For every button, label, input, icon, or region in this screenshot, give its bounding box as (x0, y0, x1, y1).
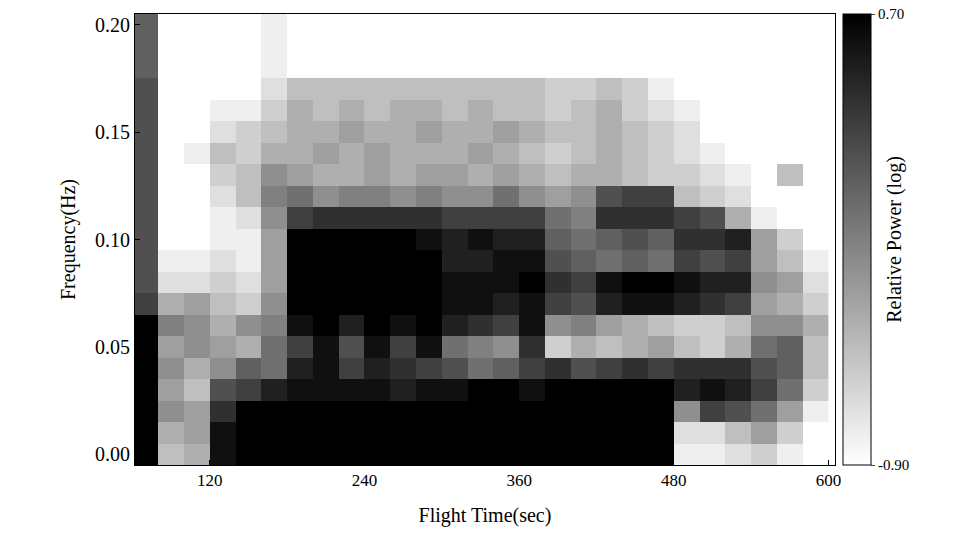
svg-text:0.70: 0.70 (878, 6, 904, 22)
svg-text:Frequency(Hz): Frequency(Hz) (57, 179, 80, 300)
svg-text:360: 360 (506, 471, 532, 490)
svg-text:480: 480 (661, 471, 687, 490)
svg-text:0.20: 0.20 (95, 14, 130, 36)
svg-text:120: 120 (197, 471, 223, 490)
svg-text:0.00: 0.00 (95, 443, 130, 465)
svg-text:0.05: 0.05 (95, 336, 130, 358)
svg-text:600: 600 (816, 471, 842, 490)
svg-text:0.10: 0.10 (95, 229, 130, 251)
svg-text:Relative Power (log): Relative Power (log) (883, 156, 906, 323)
svg-text:-0.90: -0.90 (878, 457, 909, 473)
svg-text:Flight Time(sec): Flight Time(sec) (419, 504, 552, 527)
svg-text:0.15: 0.15 (95, 121, 130, 143)
svg-text:240: 240 (352, 471, 378, 490)
